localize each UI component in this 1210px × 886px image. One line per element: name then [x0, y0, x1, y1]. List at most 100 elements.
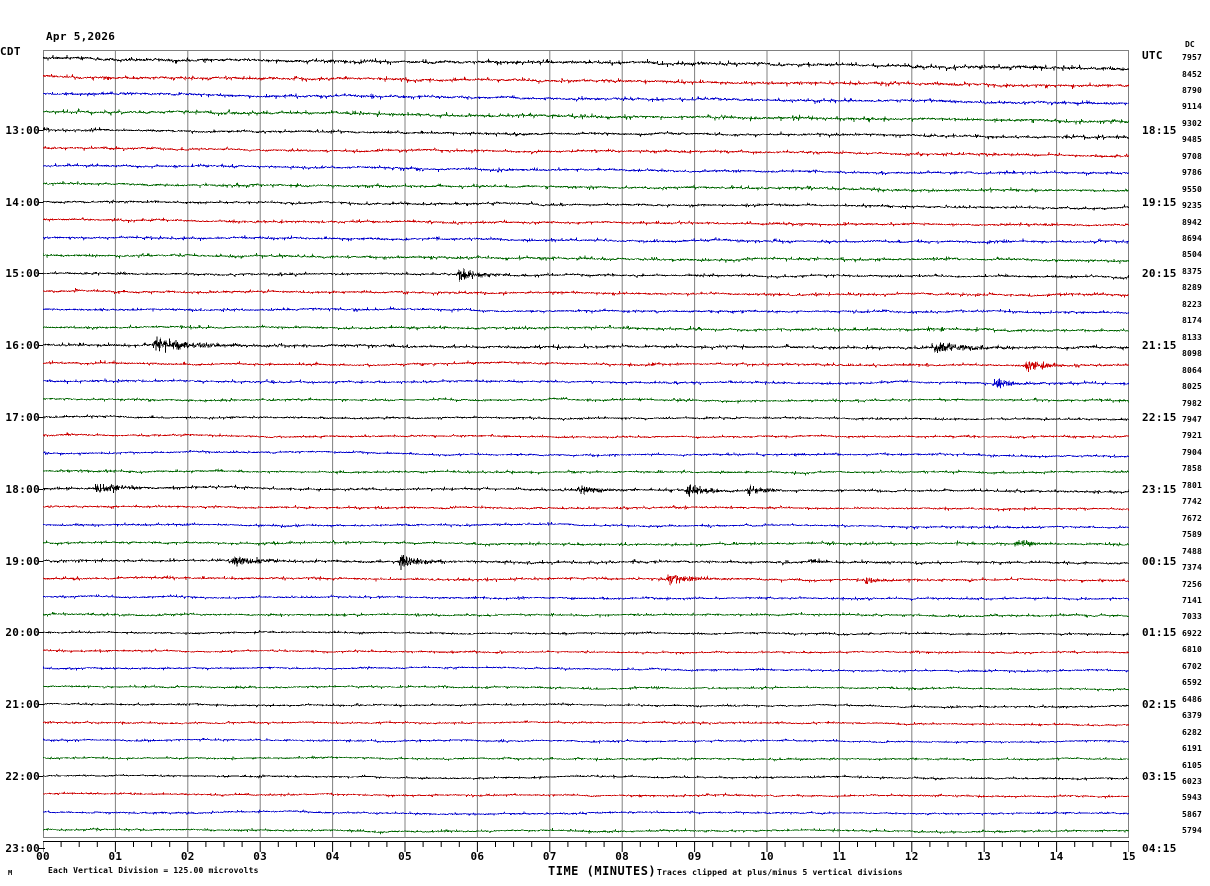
dc-value: 5867: [1182, 809, 1203, 819]
dc-value: 8025: [1182, 382, 1203, 392]
left-timezone-label: CDT: [0, 45, 21, 58]
dc-value: 8504: [1182, 250, 1203, 260]
x-axis: 00 01 02 03 04 05 06 07 08 09 10 11 12 13 14 15: [36, 838, 1136, 863]
dc-value: 8452: [1182, 69, 1203, 79]
dc-value: 8133: [1182, 332, 1203, 342]
dc-value: 8223: [1182, 299, 1203, 309]
dc-value: 6379: [1182, 711, 1203, 721]
left-hour-tick: [38, 129, 45, 131]
x-tick-label-08: 08: [615, 850, 630, 863]
dc-value: 7904: [1182, 447, 1203, 457]
dc-value: 7374: [1182, 563, 1203, 573]
dc-value: 6105: [1182, 760, 1203, 770]
x-tick-label-12: 12: [904, 850, 919, 863]
x-tick-label-14: 14: [1049, 850, 1064, 863]
left-hour-label-17-00: 17:00: [5, 411, 40, 424]
left-hour-label-15-00: 15:00: [5, 267, 40, 281]
footer-unit-note: Each Vertical Division = 125.00 microvol…: [48, 866, 259, 875]
x-tick-label-01: 01: [108, 850, 123, 863]
left-hour-tick: [38, 704, 45, 706]
right-hour-label-19-15: 19:15: [1142, 195, 1177, 209]
footer-corner-mark: M: [8, 869, 13, 877]
dc-value: 7589: [1182, 530, 1203, 540]
dc-value: 8790: [1182, 85, 1203, 95]
left-hour-tick: [38, 201, 45, 203]
dc-value: 6922: [1182, 628, 1203, 638]
x-tick-label-13: 13: [977, 850, 992, 863]
x-tick-label-05: 05: [398, 850, 412, 863]
helicorder-traces: [43, 50, 1129, 838]
left-hour-label-13-00: 13:00: [5, 123, 40, 137]
dc-value: 7141: [1182, 596, 1203, 605]
left-hour-tick: [38, 488, 45, 490]
x-tick-label-11: 11: [832, 850, 847, 863]
right-timezone-label: UTC: [1142, 49, 1163, 62]
dc-value: 6486: [1182, 694, 1203, 704]
left-hour-tick: [38, 560, 45, 562]
x-tick-label-07: 07: [542, 850, 557, 863]
right-hour-label-18-15: 18:15: [1142, 123, 1177, 137]
dc-value: 7488: [1182, 546, 1203, 556]
dc-value: 7033: [1182, 612, 1203, 622]
dc-value: 9550: [1182, 184, 1203, 194]
dc-value: 9485: [1182, 135, 1203, 145]
dc-value: 8289: [1182, 283, 1203, 293]
left-hour-label-14-00: 14:00: [5, 195, 40, 209]
left-hour-tick: [38, 417, 45, 418]
left-hour-label-21-00: 21:00: [5, 698, 40, 712]
right-hour-label-21-15: 21:15: [1142, 339, 1177, 353]
dc-value: 7801: [1182, 480, 1203, 490]
dc-value: 5794: [1182, 826, 1203, 836]
x-tick-label-06: 06: [470, 850, 485, 863]
right-hour-label-03-15: 03:15: [1142, 770, 1177, 783]
dc-value: 9708: [1182, 151, 1203, 161]
right-hour-label-02-15: 02:15: [1142, 698, 1177, 712]
x-tick-label-02: 02: [180, 850, 195, 863]
dc-value: 8942: [1182, 217, 1203, 227]
dc-value: 9302: [1182, 118, 1203, 128]
left-hour-tick: [38, 273, 45, 275]
x-tick-label-10: 10: [760, 850, 774, 863]
dc-value: 8064: [1182, 365, 1203, 375]
left-hour-label-23-00: 23:00: [5, 841, 40, 855]
right-hour-axis: 18:15 19:15 20:15 21:15 22:15 23:15 00:15 01:15…: [1142, 0, 1182, 886]
dc-value: 8375: [1182, 266, 1203, 276]
dc-value: 7957: [1182, 53, 1203, 62]
dc-value: 5943: [1182, 793, 1203, 803]
right-hour-label-22-15: 22:15: [1142, 411, 1177, 424]
left-hour-label-16-00: 16:00: [5, 339, 40, 353]
helicorder-plot[interactable]: [43, 50, 1129, 838]
x-tick-label-09: 09: [687, 850, 702, 863]
dc-value: 7858: [1182, 464, 1203, 474]
left-hour-label-20-00: 20:00: [5, 626, 40, 640]
right-hour-label-04-15: 04:15: [1142, 841, 1177, 855]
left-hour-axis: 13:00 14:00 15:00 16:00 17:00 18:00 19:00 20:00…: [0, 0, 45, 886]
dc-value: 7947: [1182, 415, 1203, 424]
dc-value: 9786: [1182, 168, 1203, 178]
dc-value: 7256: [1182, 579, 1203, 589]
x-tick-label-15: 15: [1122, 850, 1136, 863]
left-hour-tick: [38, 345, 45, 347]
dc-value: 6702: [1182, 661, 1203, 671]
dc-value: 8098: [1182, 349, 1203, 359]
left-hour-tick: [38, 847, 45, 849]
dc-value: 8174: [1182, 316, 1203, 326]
left-hour-tick: [38, 632, 45, 634]
left-hour-label-19-00: 19:00: [5, 554, 40, 568]
footer-clip-note: Traces clipped at plus/minus 5 vertical …: [657, 868, 903, 877]
right-hour-label-20-15: 20:15: [1142, 267, 1177, 281]
dc-value: 6282: [1182, 727, 1203, 737]
right-hour-label-23-15: 23:15: [1142, 482, 1177, 496]
dc-column-label: DC: [1185, 40, 1195, 49]
dc-value: 6191: [1182, 744, 1203, 754]
dc-value: 6592: [1182, 678, 1203, 688]
right-hour-label-01-15: 01:15: [1142, 626, 1177, 640]
x-tick-label-04: 04: [325, 850, 340, 863]
dc-value-column: 7957 8452 8790 9114 9302 9485 9708 9786 9550 9235…: [1182, 0, 1210, 886]
right-hour-label-00-15: 00:15: [1142, 554, 1177, 568]
left-hour-label-18-00: 18:00: [5, 482, 40, 496]
dc-value: 7672: [1182, 513, 1203, 523]
x-tick-label-03: 03: [253, 850, 268, 863]
dc-value: 9114: [1182, 102, 1203, 112]
x-tick-label-00: 00: [36, 850, 50, 863]
